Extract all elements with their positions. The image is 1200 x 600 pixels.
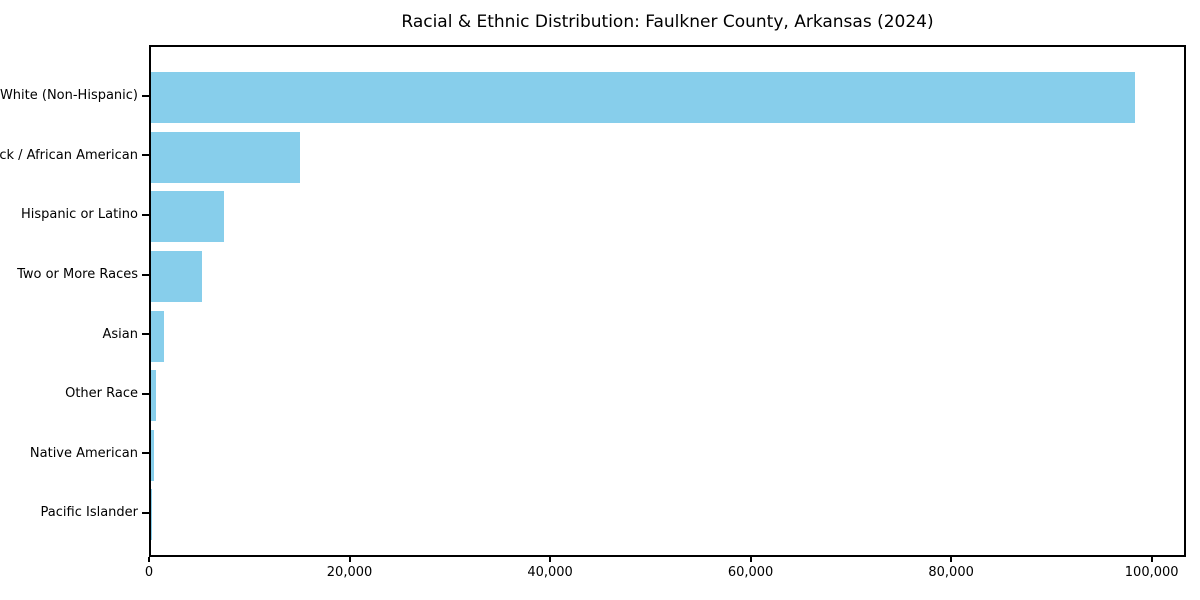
bar-row	[151, 68, 1184, 128]
bar-two-or-more-races	[151, 251, 203, 303]
bar-row	[151, 485, 1184, 545]
y-tick-mark	[142, 154, 149, 157]
y-tick-label-row: Two or More Races	[0, 245, 138, 305]
y-tick-label: Hispanic or Latino	[20, 207, 138, 223]
y-tick-label: Pacific Islander	[40, 505, 138, 521]
bar-native-american	[151, 429, 154, 481]
y-tick-label: Asian	[102, 326, 138, 342]
y-tick-mark	[142, 452, 149, 455]
bar-row	[151, 426, 1184, 486]
x-tick-mark	[348, 557, 351, 562]
y-tick-row	[142, 304, 149, 364]
x-tick-mark	[1150, 557, 1153, 562]
x-tick-label: 20,000	[326, 565, 373, 580]
x-tick-label: 0	[144, 565, 154, 580]
y-tick-row	[142, 185, 149, 245]
bar-row	[151, 366, 1184, 426]
y-tick-mark	[142, 333, 149, 336]
bar-row	[151, 247, 1184, 307]
bar-row	[151, 187, 1184, 247]
bar-black-african-american	[151, 131, 300, 183]
y-tick-label-row: White (Non-Hispanic)	[0, 66, 138, 126]
bar-white-non-hispanic	[151, 72, 1135, 124]
y-tick-row	[142, 364, 149, 424]
y-tick-row	[142, 126, 149, 186]
x-tick-label: 80,000	[928, 565, 974, 580]
y-tick-label-row: Pacific Islander	[0, 483, 138, 543]
y-tick-label: Black / African American	[0, 147, 138, 163]
y-tick-row	[142, 245, 149, 305]
y-tick-label-row: Hispanic or Latino	[0, 185, 138, 245]
y-tick-label: Native American	[29, 445, 138, 461]
chart-title: Racial & Ethnic Distribution: Faulkner C…	[401, 12, 934, 32]
y-tick-label-row: Black / African American	[0, 126, 138, 186]
y-tick-row	[142, 424, 149, 484]
y-tick-label: White (Non-Hispanic)	[0, 88, 138, 104]
x-tick-label: 100,000	[1124, 565, 1179, 580]
x-tick-mark	[749, 557, 752, 562]
x-tick-label: 40,000	[527, 565, 573, 580]
y-axis-labels: White (Non-Hispanic) Black / African Amer…	[0, 66, 138, 543]
x-tick-mark	[148, 557, 150, 562]
bars-container	[151, 68, 1184, 545]
y-tick-label-row: Other Race	[0, 364, 138, 424]
y-tick-mark	[142, 213, 149, 216]
x-tick-label: 60,000	[727, 565, 774, 580]
y-tick-label-row: Native American	[0, 424, 138, 484]
y-tick-mark	[142, 273, 149, 276]
bar-hispanic-or-latino	[151, 191, 225, 243]
y-tick-mark	[142, 392, 149, 395]
y-tick-label: Other Race	[65, 386, 138, 402]
y-tick-label-row: Asian	[0, 304, 138, 364]
x-tick-mark	[950, 557, 953, 562]
y-axis-ticks	[142, 66, 149, 543]
x-tick-mark	[549, 557, 552, 562]
bar-other-race	[151, 370, 156, 422]
plot-area	[149, 45, 1186, 557]
bar-asian	[151, 310, 165, 362]
y-tick-row	[142, 66, 149, 126]
bar-pacific-islander	[151, 489, 152, 541]
bar-row	[151, 128, 1184, 188]
y-tick-mark	[142, 94, 149, 97]
y-tick-mark	[142, 511, 149, 514]
bar-row	[151, 306, 1184, 366]
y-tick-label: Two or More Races	[17, 267, 138, 283]
y-tick-row	[142, 483, 149, 543]
x-axis-ticks: 0 20,000 40,000 60,000 80,000 100,000	[145, 555, 1186, 595]
